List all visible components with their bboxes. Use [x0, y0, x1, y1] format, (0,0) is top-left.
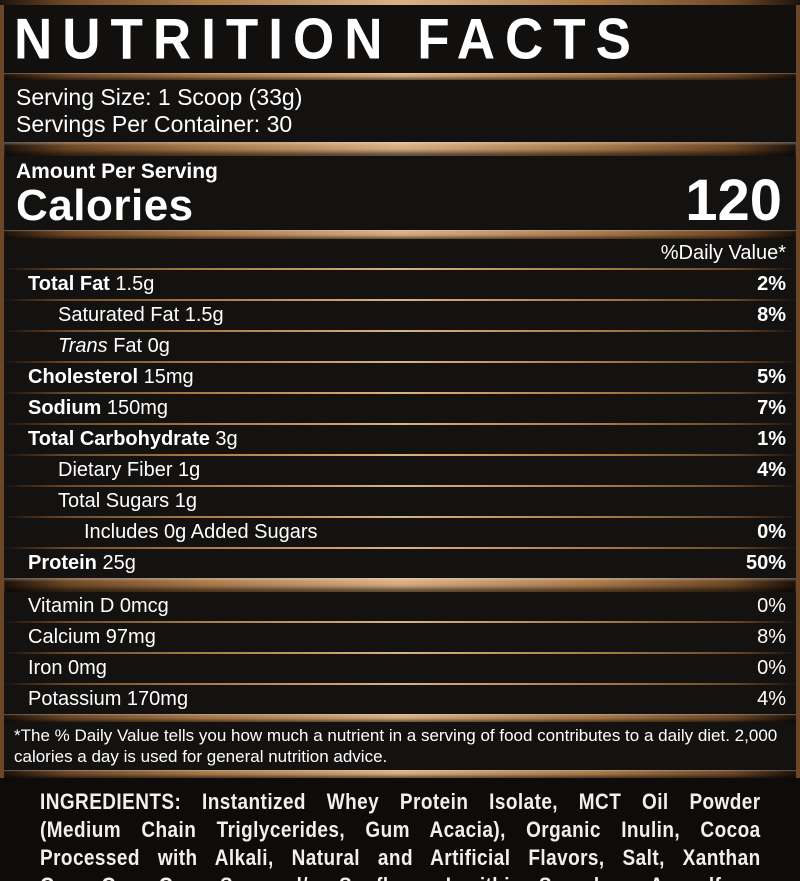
nutrient-row: Iron 0mg 0% [4, 654, 796, 683]
nutrient-name: Iron 0mg [28, 657, 107, 679]
nutrient-row: Total Carbohydrate 3g 1% [4, 425, 796, 454]
ingredients-label: INGREDIENTS: [40, 789, 182, 814]
amount-per-serving-label: Amount Per Serving [16, 160, 218, 183]
nutrient-daily-value: 5% [757, 366, 786, 388]
nutrient-name: Vitamin D 0mcg [28, 595, 169, 617]
divider-thick [4, 142, 796, 156]
ingredients-section: INGREDIENTS: Instantized Whey Protein Is… [0, 778, 800, 881]
nutrient-name: Sodium 150mg [28, 397, 169, 419]
nutrient-row: Potassium 170mg 4% [4, 685, 796, 714]
framed-body: NUTRITION FACTS Serving Size: 1 Scoop (3… [0, 5, 800, 778]
nutrient-row: Saturated Fat 1.5g 8% [4, 301, 796, 330]
daily-value-header: %Daily Value* [4, 239, 796, 268]
serving-info: Serving Size: 1 Scoop (33g) Servings Per… [4, 80, 796, 142]
nutrient-row: Total Sugars 1g [4, 487, 796, 516]
nutrient-row: Protein 25g 50% [4, 549, 796, 578]
divider-thin [4, 621, 796, 623]
nutrient-name: Cholesterol 15mg [28, 366, 194, 388]
nutrient-name: Saturated Fat 1.5g [58, 304, 224, 326]
nutrient-name: Includes 0g Added Sugars [84, 521, 318, 543]
nutrient-name: Total Sugars 1g [58, 490, 197, 512]
nutrient-name: Trans Fat 0g [58, 335, 170, 357]
divider-thin [4, 547, 796, 549]
divider-thin [4, 392, 796, 394]
nutrient-name: Total Fat 1.5g [28, 273, 155, 295]
divider-thin [4, 299, 796, 301]
nutrient-daily-value: 4% [757, 459, 786, 481]
daily-value-footnote: *The % Daily Value tells you how much a … [4, 722, 796, 770]
nutrient-name: Potassium 170mg [28, 688, 189, 710]
servings-per-container: Servings Per Container: 30 [16, 111, 293, 137]
divider [4, 714, 796, 722]
nutrient-daily-value: 1% [757, 428, 786, 450]
calories-section: Amount Per Serving Calories 120 [4, 156, 796, 230]
divider-thin [4, 330, 796, 332]
top-copper-bar [0, 0, 800, 5]
nutrient-row: Calcium 97mg 8% [4, 623, 796, 652]
nutrient-daily-value: 0% [757, 521, 786, 543]
calories-label: Calories [16, 181, 194, 230]
nutrient-row: Total Fat 1.5g 2% [4, 270, 796, 299]
nutrients-table: Total Fat 1.5g 2% Saturated Fat 1.5g 8% … [4, 270, 796, 578]
nutrient-name: Protein 25g [28, 552, 136, 574]
divider-thin [4, 268, 796, 270]
nutrient-name: Total Carbohydrate 3g [28, 428, 238, 450]
divider [4, 770, 796, 778]
serving-size: Serving Size: 1 Scoop (33g) [16, 84, 303, 110]
nutrient-row: Cholesterol 15mg 5% [4, 363, 796, 392]
divider-thin [4, 485, 796, 487]
divider-thin [4, 454, 796, 456]
nutrient-name: Dietary Fiber 1g [58, 459, 201, 481]
nutrient-daily-value: 8% [757, 626, 786, 648]
nutrient-row: Trans Fat 0g [4, 332, 796, 361]
divider-thin [4, 516, 796, 518]
nutrient-daily-value: 7% [757, 397, 786, 419]
ingredients-text: INGREDIENTS: Instantized Whey Protein Is… [40, 788, 761, 881]
nutrient-daily-value: 0% [757, 595, 786, 617]
divider-thick [4, 578, 796, 592]
nutrient-row: Includes 0g Added Sugars 0% [4, 518, 796, 547]
divider-thin [4, 652, 796, 654]
divider [4, 230, 796, 239]
calories-value: 120 [685, 168, 782, 233]
divider-thin [4, 361, 796, 363]
nutrient-row: Sodium 150mg 7% [4, 394, 796, 423]
nutrient-row: Dietary Fiber 1g 4% [4, 456, 796, 485]
divider [4, 73, 796, 80]
nutrient-daily-value: 8% [757, 304, 786, 326]
label-title: NUTRITION FACTS [14, 7, 641, 71]
divider-thin [4, 683, 796, 685]
nutrient-daily-value: 4% [757, 688, 786, 710]
nutrient-daily-value: 50% [745, 552, 786, 574]
nutrient-name: Calcium 97mg [28, 626, 156, 648]
divider-thin [4, 423, 796, 425]
nutrient-daily-value: 2% [757, 273, 786, 295]
ingredients-list: Instantized Whey Protein Isolate, MCT Oi… [40, 789, 761, 881]
vitamins-table: Vitamin D 0mcg 0% Calcium 97mg 8% Iron 0… [4, 592, 796, 714]
label-header: NUTRITION FACTS [4, 5, 796, 73]
nutrient-row: Vitamin D 0mcg 0% [4, 592, 796, 621]
nutrient-daily-value: 0% [757, 657, 786, 679]
